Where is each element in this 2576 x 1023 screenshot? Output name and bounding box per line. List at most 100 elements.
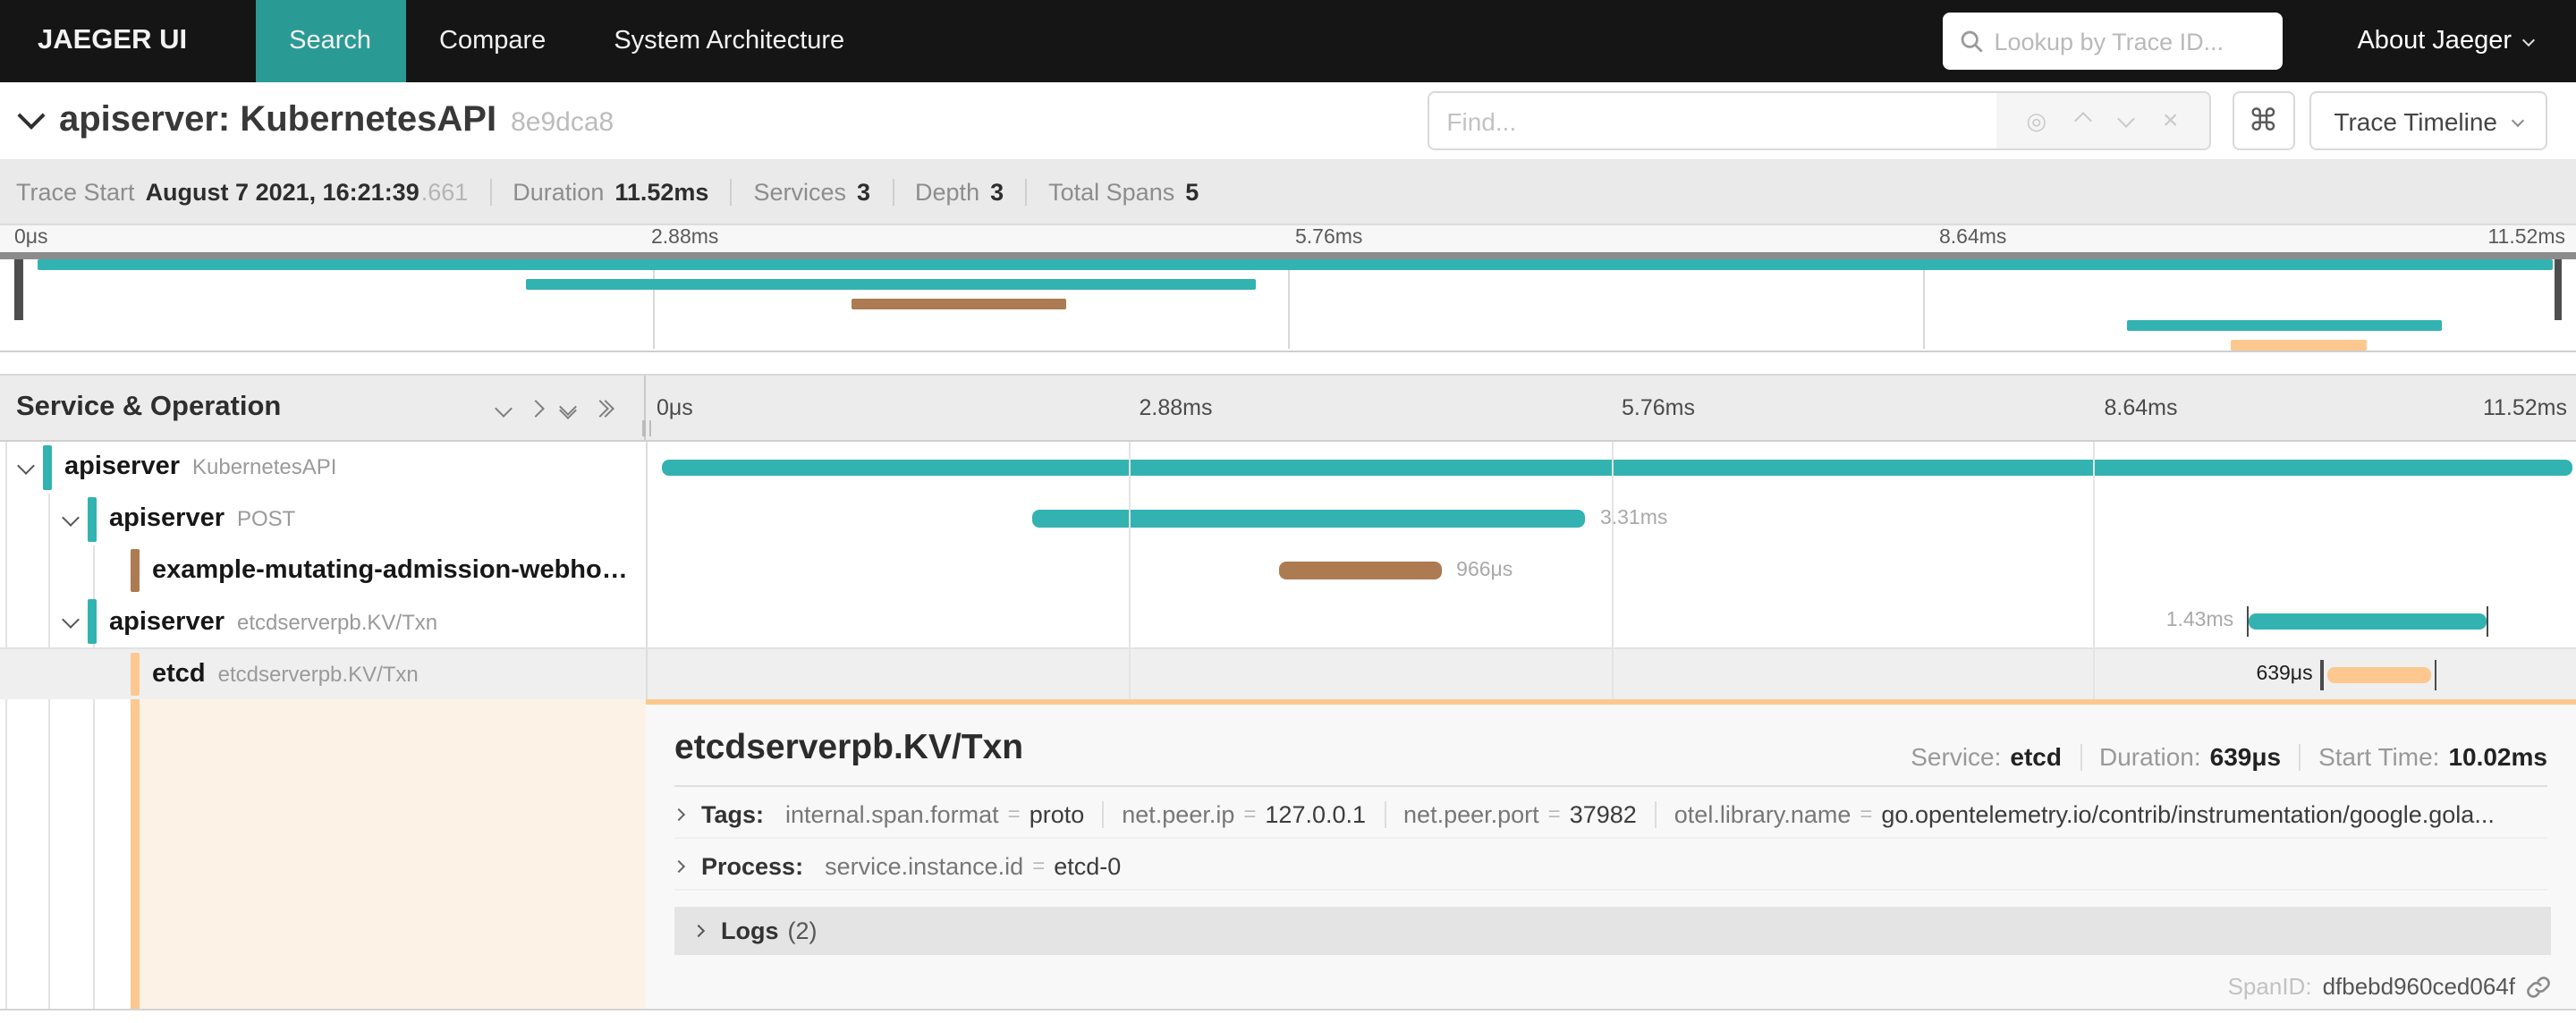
prev-result-icon[interactable] <box>2074 112 2092 130</box>
search-icon <box>1961 30 1983 53</box>
timeline-header: Service & Operation 0μs 2.88ms 5.76ms 8.… <box>0 374 2576 442</box>
collapse-all-icon[interactable] <box>559 397 577 418</box>
find-group: ◎ × <box>1427 91 2211 150</box>
span-rows: apiserver KubernetesAPI apiserver POST 3… <box>0 442 2576 699</box>
span-bound-marker <box>2246 606 2249 638</box>
chevron-right-icon <box>691 924 706 938</box>
service-name: apiserver <box>109 607 225 637</box>
tick-label: 0μs <box>14 227 48 249</box>
view-selector-button[interactable]: Trace Timeline <box>2309 91 2547 150</box>
collapse-children-icon[interactable] <box>62 611 80 630</box>
spacer <box>0 352 2576 374</box>
minimap-viewport-top-bar[interactable] <box>0 252 2576 259</box>
span-duration-bar[interactable] <box>661 459 2572 477</box>
span-color-bar <box>131 653 139 696</box>
trace-header-controls: ◎ × ⌘ Trace Timeline <box>1427 91 2547 150</box>
indent-guide <box>4 442 6 699</box>
find-input[interactable] <box>1428 93 1996 148</box>
service-name: apiserver <box>64 452 180 482</box>
bottom-border <box>0 1009 2576 1023</box>
summary-duration: Duration 11.52ms <box>513 178 709 205</box>
tag-pair: net.peer.port = 37982 <box>1403 800 1637 827</box>
gridline <box>1923 259 1925 349</box>
tick-label: 5.76ms <box>1622 395 1695 420</box>
expand-all-icon[interactable] <box>591 399 614 417</box>
service-name: example-mutating-admission-webhook... <box>152 555 639 585</box>
minimap-canvas[interactable] <box>18 259 2558 351</box>
tick-label: 2.88ms <box>651 227 719 249</box>
divider <box>892 178 894 205</box>
operation-name: KubernetesAPI <box>192 454 337 480</box>
span-row-etcd-txn-selected[interactable]: etcd etcdserverpb.KV/Txn 639μs <box>0 647 2576 699</box>
span-row-apiserver-kubernetesapi[interactable]: apiserver KubernetesAPI <box>0 442 2576 494</box>
collapse-children-icon[interactable] <box>62 508 80 527</box>
indent-guide <box>48 699 50 1009</box>
span-row-apiserver-etcd-txn[interactable]: apiserver etcdserverpb.KV/Txn 1.43ms <box>0 596 2576 648</box>
gridline <box>1288 259 1290 349</box>
expand-one-icon[interactable] <box>527 399 545 417</box>
operation-name: POST <box>237 506 296 532</box>
minimap-right-drag-handle[interactable] <box>2554 259 2562 320</box>
divider <box>2080 743 2081 770</box>
minimap-tick-labels: 0μs 2.88ms 5.76ms 8.64ms 11.52ms <box>0 225 2576 252</box>
tag-pair: internal.span.format = proto <box>785 800 1085 827</box>
minimap-left-drag-handle[interactable] <box>14 259 22 320</box>
trace-summary-bar: Trace Start August 7 2021, 16:21:39.661 D… <box>0 159 2576 225</box>
divider <box>489 178 492 205</box>
chevron-down-icon <box>2511 113 2525 127</box>
process-accordion[interactable]: Process: service.instance.id = etcd-0 <box>674 842 2547 891</box>
duration-value: 639μs <box>2209 742 2282 771</box>
selected-span-color-band <box>131 699 140 1009</box>
detail-header: etcdserverpb.KV/Txn Service: etcd Duratio… <box>646 705 2576 785</box>
column-resize-handle[interactable] <box>642 420 651 436</box>
keyboard-shortcuts-button[interactable]: ⌘ <box>2232 91 2295 150</box>
gridline <box>653 259 655 349</box>
about-jaeger-menu[interactable]: About Jaeger <box>2357 27 2536 55</box>
span-duration-label: 966μs <box>1456 559 1513 581</box>
span-duration-bar[interactable]: 1.43ms <box>2166 606 2489 638</box>
tick-label: 11.52ms <box>2487 227 2565 249</box>
summary-depth: Depth 3 <box>915 178 1004 205</box>
nav-tab-compare[interactable]: Compare <box>439 27 547 55</box>
trace-lookup-input[interactable] <box>1942 13 2283 70</box>
next-result-icon[interactable] <box>2117 109 2135 127</box>
link-icon[interactable] <box>2526 974 2551 999</box>
app-brand[interactable]: JAEGER UI <box>38 25 188 55</box>
collapse-children-icon[interactable] <box>17 457 35 475</box>
span-color-bar <box>88 496 96 542</box>
collapse-trace-chevron-icon[interactable] <box>17 101 46 130</box>
find-controls: ◎ × <box>1996 93 2209 148</box>
detail-meta: Service: etcd Duration: 639μs Start Time: 1… <box>1911 742 2547 771</box>
top-nav: JAEGER UI Search Compare System Architec… <box>0 0 2576 82</box>
gridline <box>2093 442 2096 699</box>
span-duration-bar[interactable]: 639μs <box>2256 659 2437 690</box>
span-row-webhook[interactable]: example-mutating-admission-webhook... 96… <box>0 545 2576 596</box>
nav-tab-system-architecture[interactable]: System Architecture <box>614 27 845 55</box>
span-duration-bar[interactable]: 3.31ms <box>1031 508 1667 529</box>
tick-label: 8.64ms <box>2104 395 2178 420</box>
minimap-span-bar <box>2230 340 2367 351</box>
nav-tab-search[interactable]: Search <box>255 0 406 82</box>
about-jaeger-label: About Jaeger <box>2357 27 2512 55</box>
divider <box>674 785 2547 787</box>
tag-pair: net.peer.ip = 127.0.0.1 <box>1122 800 1367 827</box>
span-duration-bar[interactable]: 966μs <box>1278 559 1513 580</box>
clear-find-icon[interactable]: × <box>2162 106 2179 136</box>
tags-accordion[interactable]: Tags: internal.span.format = proto net.pee… <box>674 790 2547 839</box>
collapse-one-icon[interactable] <box>495 399 513 417</box>
span-row-apiserver-post[interactable]: apiserver POST 3.31ms <box>0 494 2576 545</box>
span-color-bar <box>131 548 139 593</box>
tick-label: 2.88ms <box>1139 395 1213 420</box>
operation-name: etcdserverpb.KV/Txn <box>237 609 438 635</box>
span-bound-marker <box>2486 606 2489 638</box>
divider <box>1102 800 1105 827</box>
trace-minimap[interactable] <box>0 252 2576 352</box>
indent-guide <box>4 699 6 1009</box>
logs-accordion[interactable]: Logs (2) <box>674 907 2551 955</box>
detail-span-title: etcdserverpb.KV/Txn <box>674 728 1024 767</box>
locate-span-icon[interactable]: ◎ <box>2026 106 2047 133</box>
indent-guide <box>48 493 50 699</box>
trace-id: 8e9dca8 <box>511 107 614 138</box>
panel-divider <box>646 442 648 699</box>
span-duration-label: 639μs <box>2256 664 2313 686</box>
